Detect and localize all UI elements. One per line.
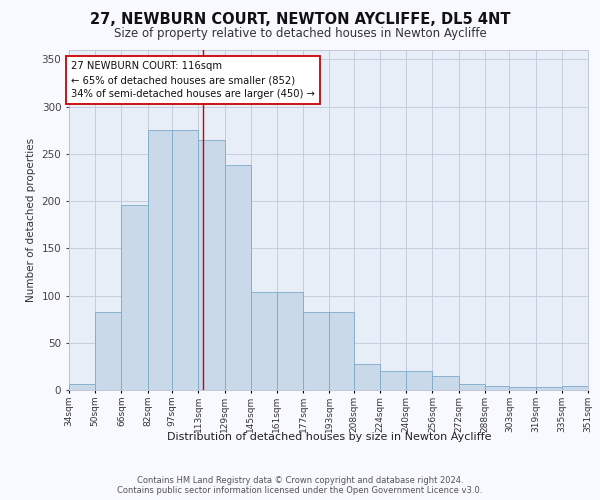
Text: Size of property relative to detached houses in Newton Aycliffe: Size of property relative to detached ho… [113,28,487,40]
Bar [148,130,172,390]
Bar [224,165,251,390]
Text: 27, NEWBURN COURT, NEWTON AYCLIFFE, DL5 4NT: 27, NEWBURN COURT, NEWTON AYCLIFFE, DL5 … [90,12,510,28]
Text: Contains HM Land Registry data © Crown copyright and database right 2024.: Contains HM Land Registry data © Crown c… [137,476,463,485]
Bar [380,371,406,390]
Bar [121,205,148,390]
Text: Contains public sector information licensed under the Open Government Licence v3: Contains public sector information licen… [118,486,482,495]
Bar [251,292,277,390]
Bar [329,312,354,390]
Text: Distribution of detached houses by size in Newton Aycliffe: Distribution of detached houses by size … [167,432,491,442]
Bar [562,386,588,390]
Bar [433,376,458,390]
Bar [303,312,329,390]
Bar [95,312,121,390]
Bar [199,140,224,390]
Bar [172,130,199,390]
Bar [536,387,562,390]
Bar [69,384,95,390]
Bar [458,384,485,390]
Bar [354,364,380,390]
Bar [277,292,303,390]
Text: 27 NEWBURN COURT: 116sqm
← 65% of detached houses are smaller (852)
34% of semi-: 27 NEWBURN COURT: 116sqm ← 65% of detach… [71,62,314,100]
Bar [406,371,433,390]
Bar [485,386,509,390]
Y-axis label: Number of detached properties: Number of detached properties [26,138,36,302]
Bar [509,387,536,390]
